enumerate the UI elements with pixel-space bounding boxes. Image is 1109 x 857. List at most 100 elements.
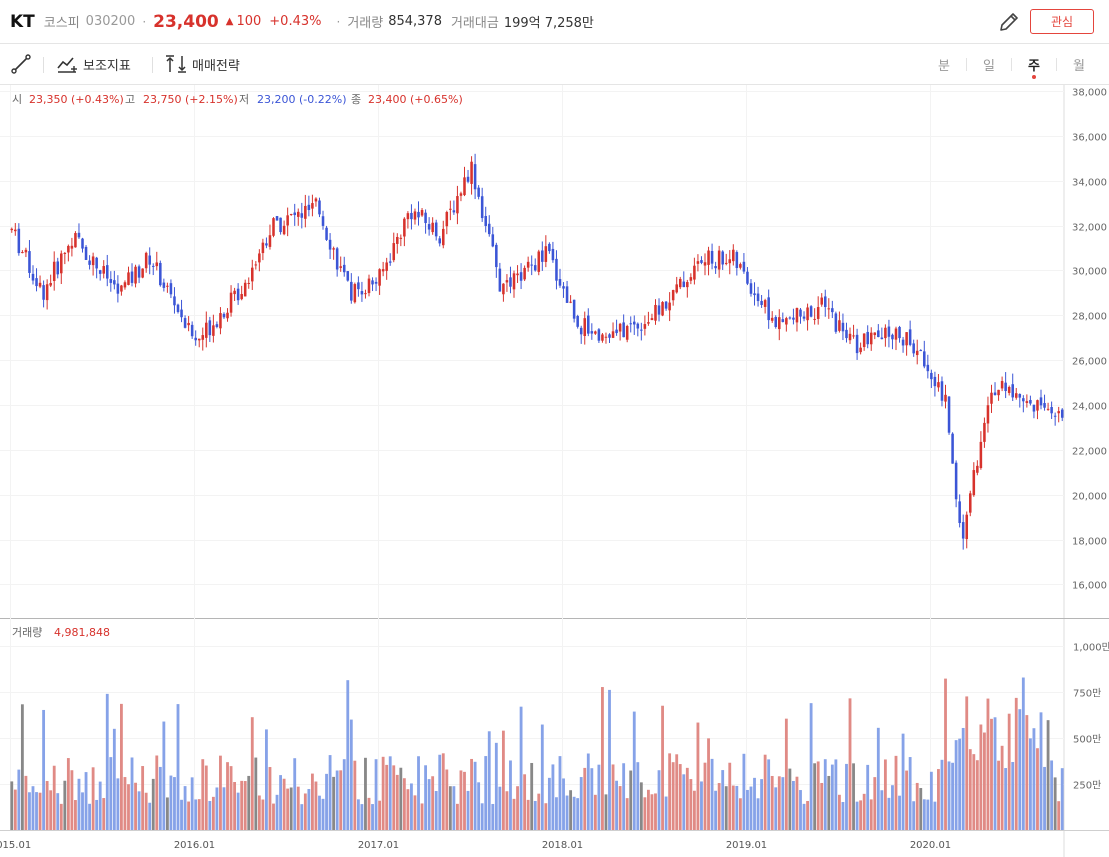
candle-body: [215, 324, 219, 327]
candle-body: [869, 332, 873, 345]
volume-bar: [601, 687, 604, 830]
time-axis-tick: 2020.01: [910, 840, 951, 851]
volume-bar: [664, 796, 668, 830]
draw-line-icon[interactable]: [10, 44, 32, 84]
volume-bar: [74, 800, 77, 830]
candle-body: [10, 228, 14, 231]
price-axis-tick: 34,000: [1072, 178, 1107, 189]
volume-bar: [427, 779, 431, 830]
volume-bar: [441, 753, 445, 830]
candle-body: [403, 218, 406, 237]
volume-bar: [944, 678, 947, 830]
volume-panel-value: 4,981,848: [54, 626, 110, 639]
volume-bar: [753, 777, 756, 830]
candle-body: [201, 335, 205, 340]
volume-bar: [127, 784, 130, 830]
candle-body: [629, 323, 633, 325]
volume-bar: [480, 803, 484, 830]
volume-bar: [395, 774, 399, 830]
candle-body: [74, 233, 77, 248]
favorite-button[interactable]: 관심: [1030, 9, 1094, 34]
period-week-tab[interactable]: 주: [1022, 44, 1046, 84]
candle-body: [767, 297, 770, 321]
volume-bar: [356, 799, 360, 830]
volume-bar: [990, 718, 993, 830]
period-day-tab[interactable]: 일: [983, 58, 995, 74]
candle-body: [668, 302, 671, 311]
volume-bar: [307, 789, 311, 830]
candle-body: [219, 313, 222, 329]
ohlc-high-value: 23,750 (+2.15%): [143, 93, 238, 106]
candle-body: [81, 238, 84, 249]
candle-body: [205, 322, 208, 338]
volume-bar: [876, 727, 880, 830]
volume-bar: [371, 804, 374, 830]
candle-body: [604, 336, 608, 338]
candle-body: [816, 307, 820, 319]
candle-body: [357, 282, 360, 290]
volume-bar: [926, 799, 930, 830]
candle-body: [509, 277, 512, 287]
volume-bar: [204, 765, 208, 830]
volume-bar: [477, 782, 481, 830]
volume-bar: [49, 790, 53, 830]
volume-bar: [795, 776, 799, 830]
candle-body: [834, 313, 838, 332]
volume-bar: [42, 709, 46, 830]
volume-bar: [169, 775, 173, 830]
volume-bar: [873, 777, 877, 830]
indicator-button[interactable]: 보조지표: [56, 44, 131, 84]
volume-bar: [1028, 738, 1032, 830]
candle-body: [176, 304, 180, 312]
candle-body: [1007, 386, 1011, 393]
volume-bar: [314, 781, 318, 830]
candle-body: [601, 334, 604, 341]
candle-body: [533, 265, 537, 271]
amount-value: 199억 7,258만: [503, 16, 594, 31]
volume-axis-tick: 1,000만: [1073, 642, 1109, 654]
candle-body: [841, 322, 845, 332]
candle-body: [84, 246, 88, 260]
strategy-button[interactable]: 매매전략: [164, 44, 240, 84]
volume-bar: [646, 789, 650, 830]
volume-bar: [632, 711, 636, 830]
volume-bar: [250, 717, 254, 830]
volume-bar: [767, 759, 771, 830]
volume-bar: [788, 768, 792, 830]
volume-bar: [820, 782, 824, 830]
candle-body: [993, 392, 997, 396]
candle-body: [749, 283, 753, 294]
candle-body: [130, 271, 134, 283]
stock-chart[interactable]: 38,000 36,000 34,000 32,000 30,000 28,000 26,0…: [0, 85, 1109, 857]
candle-body: [537, 251, 541, 272]
candle-body: [682, 281, 686, 288]
volume-bar: [52, 765, 56, 830]
volume-bar: [247, 775, 251, 830]
volume-bar: [162, 721, 166, 830]
volume-bar: [310, 773, 314, 830]
candle-body: [986, 405, 990, 424]
volume-bar: [784, 718, 788, 830]
volume-bar: [456, 803, 459, 830]
volume-bar: [155, 755, 159, 830]
volume-bar: [240, 780, 244, 830]
volume-bar: [282, 778, 286, 830]
volume-bar: [756, 798, 760, 830]
pencil-icon[interactable]: [997, 10, 1021, 34]
period-minute-tab[interactable]: 분: [938, 58, 950, 74]
candle-body: [441, 228, 445, 246]
candle-body: [385, 262, 388, 271]
period-month-tab[interactable]: 월: [1073, 58, 1085, 74]
volume-bar: [272, 803, 275, 830]
candle-body: [548, 243, 551, 252]
ohlc-low-value: 23,200 (-0.22%): [257, 93, 346, 106]
volume-bar: [1039, 712, 1043, 830]
candle-body: [799, 309, 802, 317]
volume-bar: [410, 783, 413, 830]
candle-body: [1039, 397, 1043, 406]
volume-bar: [922, 799, 926, 830]
volume-bar: [13, 789, 17, 830]
candle-body: [862, 333, 866, 348]
volume-bar: [813, 763, 817, 830]
volume-bar: [349, 719, 353, 830]
